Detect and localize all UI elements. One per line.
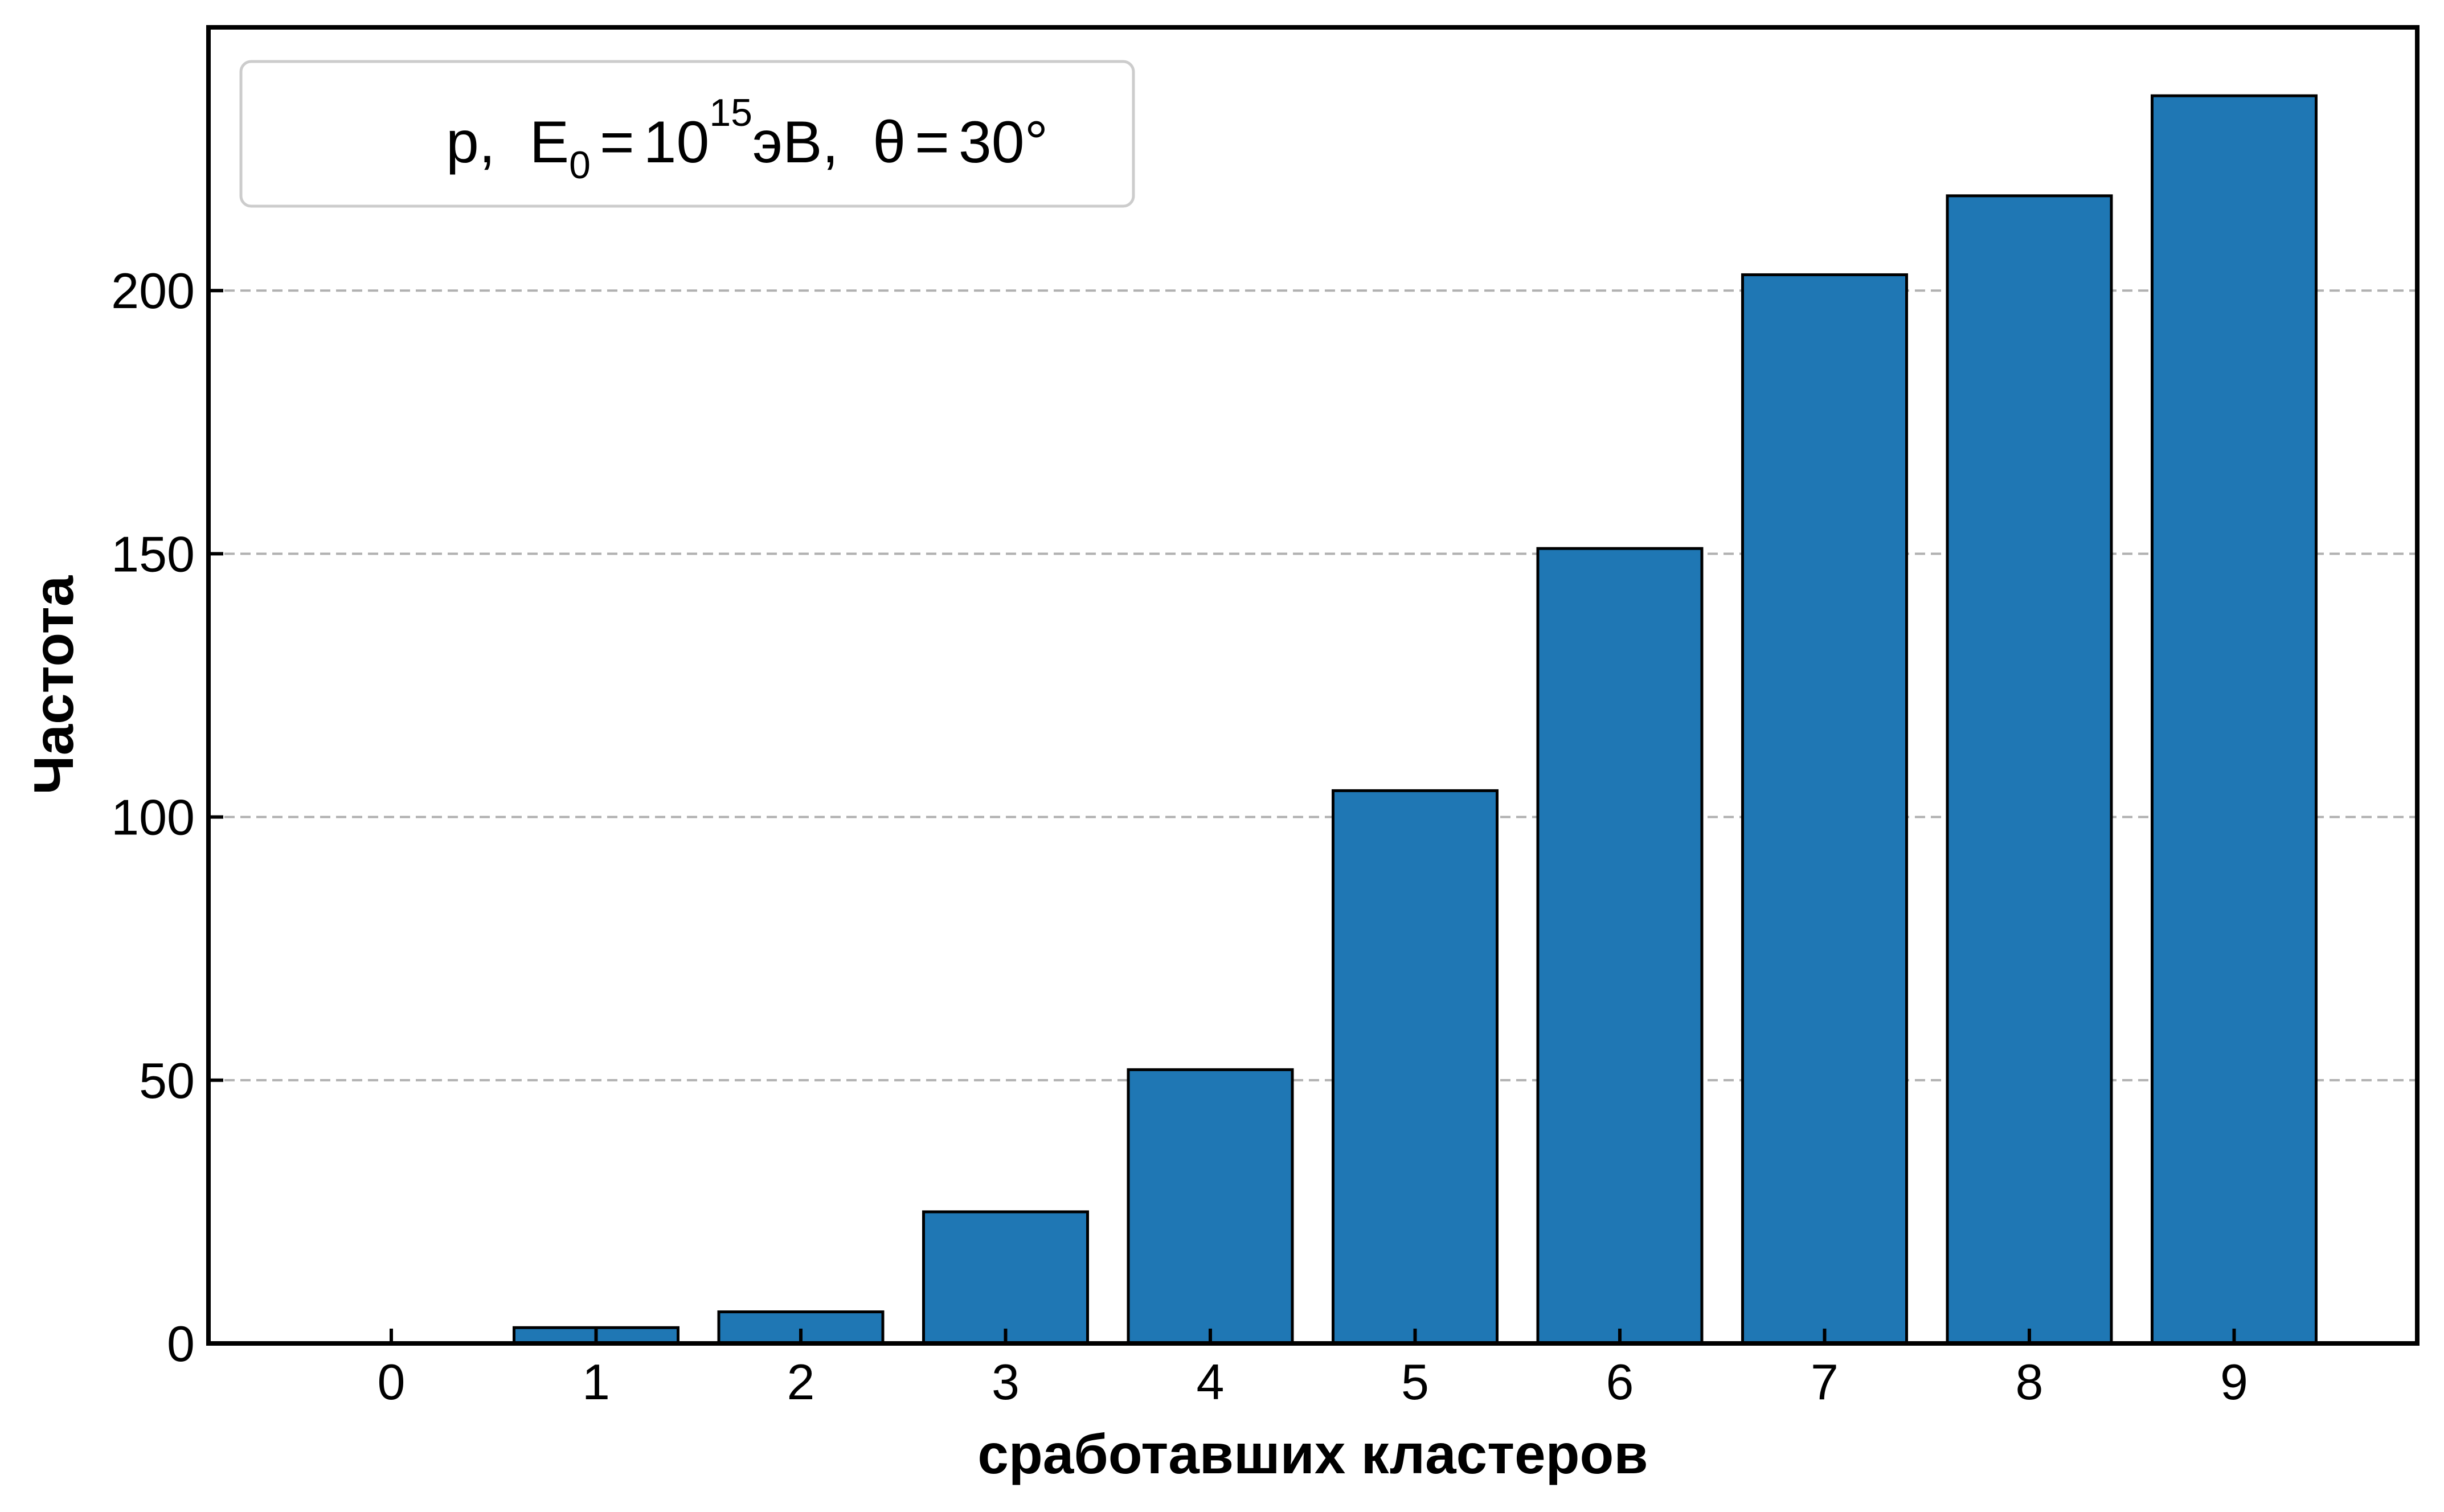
legend-theta: θ — [873, 109, 906, 175]
x-tick-label: 4 — [1197, 1354, 1225, 1410]
x-tick-label: 9 — [2220, 1354, 2248, 1410]
legend-equals-2: = — [915, 109, 949, 175]
bar — [1127, 1068, 1294, 1345]
bars — [513, 94, 2318, 1345]
legend-equals: = — [600, 109, 634, 175]
legend-label: p, E0 = 1015эВ, θ = 30° — [446, 91, 1048, 187]
x-tick-label: 8 — [2016, 1354, 2044, 1410]
x-tick-label: 6 — [1606, 1354, 1634, 1410]
legend-box — [239, 60, 1135, 208]
bar — [922, 1210, 1089, 1345]
x-tick-label: 0 — [378, 1354, 406, 1410]
legend-particle: p, — [446, 109, 496, 175]
legend-angle: 30° — [959, 109, 1048, 175]
y-tick-label: 200 — [111, 263, 195, 319]
bar — [1946, 194, 2113, 1345]
y-tick-label: 0 — [167, 1316, 195, 1372]
legend-exponent: 15 — [709, 91, 752, 134]
legend-energy-symbol: E — [530, 109, 569, 175]
x-axis-title: сработавших кластеров — [977, 1423, 1648, 1485]
legend-unit: эВ, — [752, 109, 838, 175]
bar — [1332, 789, 1499, 1345]
ticks: 0 50 100 150 200 0 1 2 3 4 5 6 7 8 9 — [111, 263, 2248, 1410]
y-axis-title: Частота — [22, 575, 85, 794]
x-tick-label: 5 — [1401, 1354, 1429, 1410]
y-tick-label: 150 — [111, 526, 195, 582]
bar — [1536, 547, 1704, 1345]
x-tick-label: 7 — [1811, 1354, 1839, 1410]
x-tick-label: 3 — [992, 1354, 1020, 1410]
plot-frame — [206, 25, 2420, 1346]
x-tick-label: 2 — [787, 1354, 815, 1410]
bar — [1741, 273, 1908, 1345]
bar — [2151, 94, 2318, 1345]
x-tick-label: 1 — [582, 1354, 610, 1410]
y-tick-label: 100 — [111, 789, 195, 846]
legend-energy-subscript: 0 — [569, 144, 591, 187]
y-tick-label: 50 — [139, 1052, 195, 1109]
legend-base: 10 — [644, 109, 710, 175]
legend: p, E0 = 1015эВ, θ = 30° — [239, 60, 1135, 208]
